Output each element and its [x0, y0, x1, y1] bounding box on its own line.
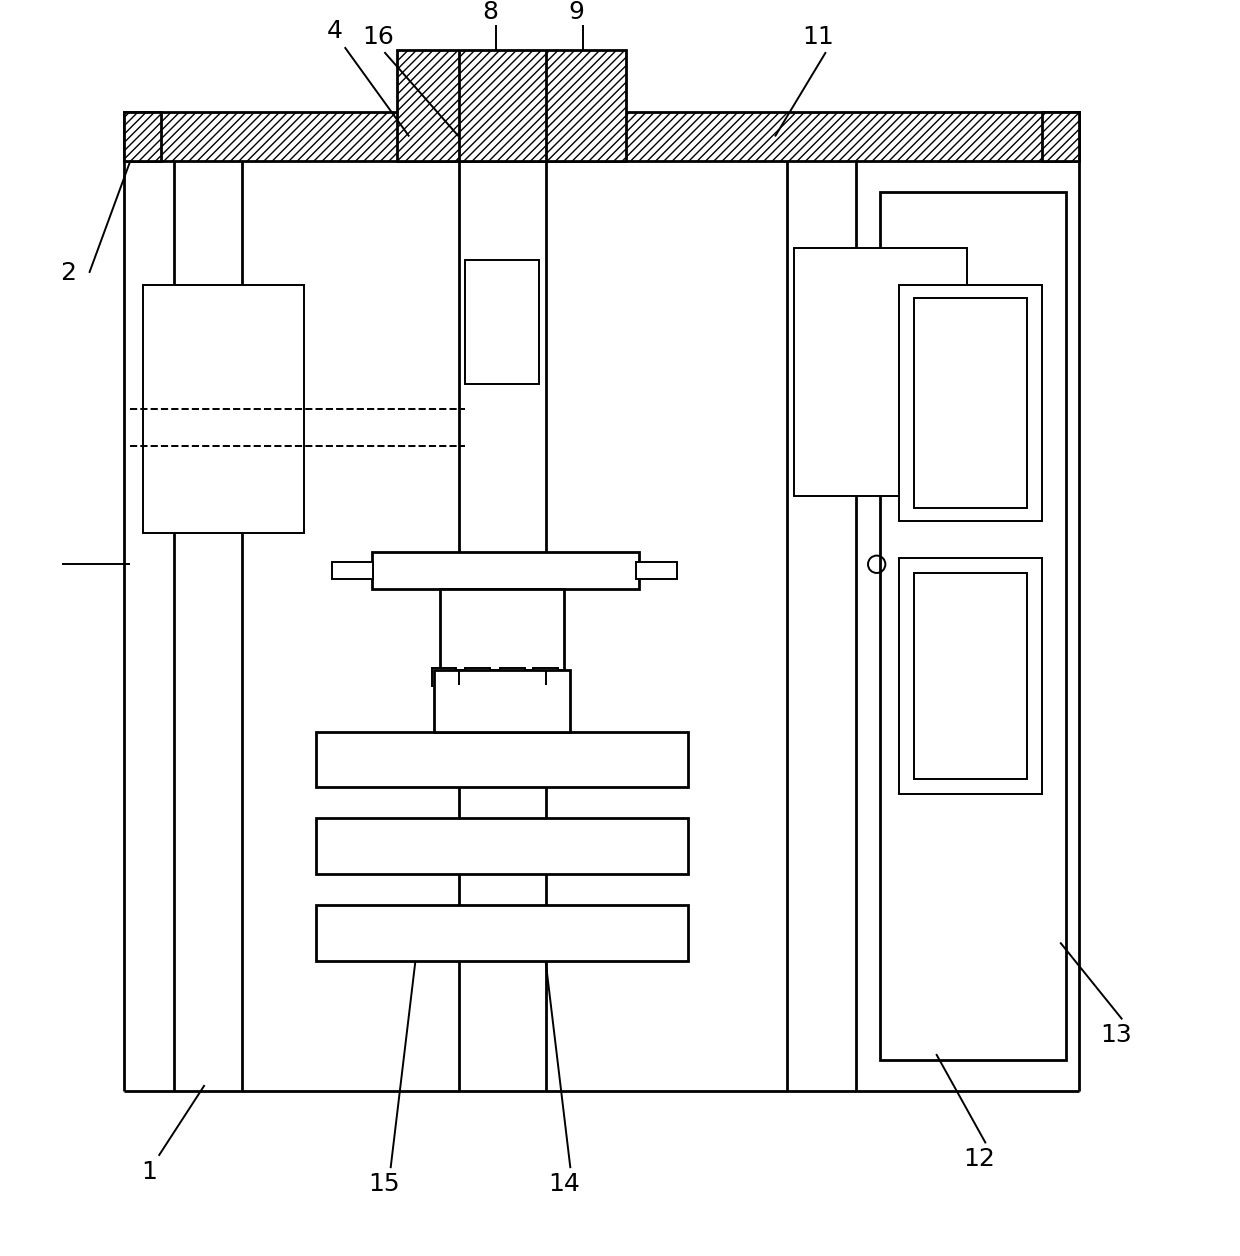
Text: 9: 9 — [569, 0, 584, 24]
Bar — [465, 668, 490, 686]
Bar — [372, 551, 639, 589]
Text: 13: 13 — [1100, 1024, 1132, 1048]
Bar — [316, 906, 688, 961]
Text: 1: 1 — [141, 1159, 156, 1184]
Bar — [332, 561, 373, 579]
Bar — [124, 112, 1079, 161]
Bar — [143, 285, 304, 534]
Bar — [316, 819, 688, 874]
Text: 16: 16 — [362, 25, 394, 49]
Bar — [914, 573, 1027, 779]
Bar — [880, 192, 1066, 1060]
Text: 12: 12 — [963, 1148, 996, 1172]
Bar — [636, 561, 677, 579]
Bar — [434, 669, 570, 732]
Bar — [378, 124, 397, 161]
Bar — [124, 112, 161, 161]
Text: 4: 4 — [327, 19, 342, 43]
Bar — [432, 668, 456, 686]
Text: 8: 8 — [482, 0, 497, 24]
Bar — [626, 124, 645, 161]
Bar — [440, 589, 564, 669]
Bar — [899, 558, 1042, 794]
Bar — [500, 668, 525, 686]
Text: 11: 11 — [802, 25, 835, 49]
Bar — [1042, 112, 1079, 161]
Bar — [914, 298, 1027, 509]
Bar — [533, 668, 558, 686]
Bar — [794, 249, 967, 496]
Bar — [316, 732, 688, 788]
Bar — [899, 285, 1042, 521]
Bar — [465, 260, 539, 384]
Text: 15: 15 — [368, 1172, 401, 1196]
Bar — [397, 50, 626, 161]
Text: 14: 14 — [548, 1172, 580, 1196]
Text: 2: 2 — [61, 261, 76, 285]
